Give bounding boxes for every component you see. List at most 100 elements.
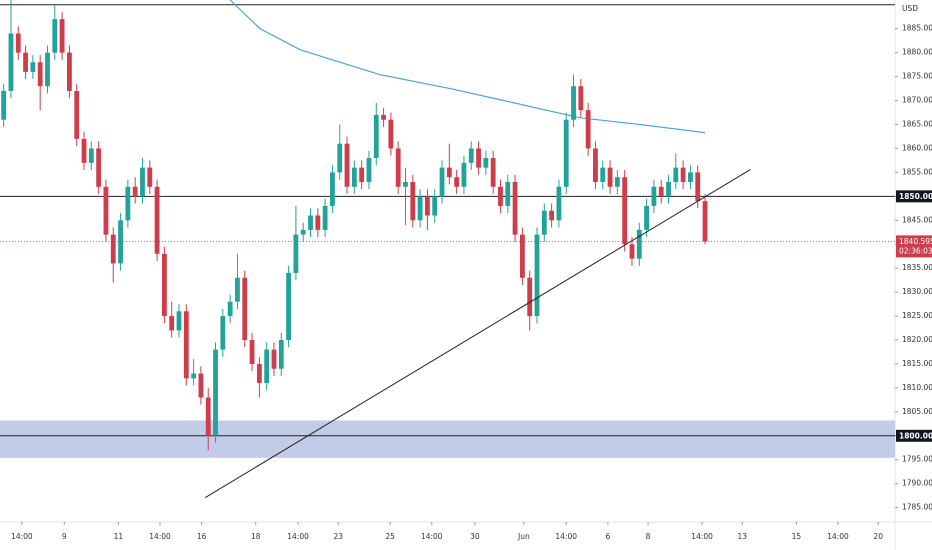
candle-body — [578, 86, 584, 111]
candle-body — [293, 234, 299, 273]
candle-body — [37, 62, 43, 87]
candle-body — [154, 186, 160, 254]
candle-body — [629, 244, 635, 259]
candle-body — [220, 316, 226, 350]
x-tick-label: 25 — [385, 532, 395, 541]
candle-body — [308, 215, 313, 230]
candle-body — [1, 90, 7, 120]
x-tick-label: Jun — [517, 532, 530, 541]
candle-body — [227, 301, 233, 317]
x-tick-label: 15 — [792, 532, 802, 541]
candle-body — [103, 186, 109, 235]
candle-body — [395, 148, 401, 187]
y-tick-label: 1880.000 — [902, 48, 932, 57]
candle-body — [271, 349, 277, 369]
candle-body — [600, 167, 606, 182]
candle-body — [622, 177, 628, 245]
moving-average — [229, 0, 706, 134]
candle-body — [702, 201, 708, 242]
candle-body — [125, 186, 131, 221]
level-label-box — [896, 190, 932, 203]
y-tick-label: 1855.000 — [902, 167, 932, 176]
last-price-box — [896, 235, 932, 258]
candle-body — [403, 181, 408, 187]
y-tick-label: 1810.000 — [902, 383, 932, 392]
y-tick-label: 1795.000 — [902, 455, 932, 464]
candle-body — [278, 340, 284, 369]
x-tick-label: 30 — [470, 532, 480, 541]
y-tick-label: 1820.000 — [902, 335, 932, 344]
candle-body — [468, 148, 474, 163]
candle-body — [673, 167, 679, 182]
candle-body — [666, 181, 671, 197]
candle-body — [249, 340, 255, 364]
candle-body — [140, 167, 145, 197]
candle-body — [527, 277, 533, 317]
y-tick-label: 1815.000 — [902, 359, 932, 368]
candle-body — [300, 229, 306, 235]
y-tick-label: 1805.000 — [902, 407, 932, 416]
candle-body — [446, 167, 452, 178]
candle-body — [337, 143, 343, 173]
candle-body — [688, 172, 693, 182]
candle-body — [381, 114, 386, 120]
candle-body — [256, 363, 262, 384]
candle-body — [183, 311, 189, 379]
x-tick-label: 14:00 — [149, 532, 171, 541]
candle-body — [8, 33, 14, 91]
candle-body — [541, 210, 547, 235]
candle-body — [66, 52, 72, 91]
candle-body — [614, 177, 620, 187]
y-tick-label: 1835.000 — [902, 263, 932, 272]
candle-body — [636, 229, 642, 259]
candle-body — [651, 186, 657, 206]
countdown-label: 02:36:03 — [899, 246, 932, 255]
candle-body — [476, 148, 481, 168]
candle-body — [359, 167, 365, 182]
candle-body — [213, 349, 218, 436]
candle-body — [417, 196, 423, 221]
candle-body — [454, 177, 460, 187]
candle-body — [461, 162, 467, 187]
candle-body — [695, 172, 701, 202]
x-tick-label: 14:00 — [827, 532, 849, 541]
y-tick-label: 1845.000 — [902, 215, 932, 224]
last-price-label: 1840.595 — [899, 237, 932, 246]
y-tick-label: 1790.000 — [902, 479, 932, 488]
candle-body — [593, 148, 598, 182]
y-tick-label: 1865.000 — [902, 120, 932, 129]
candle-body — [118, 220, 123, 264]
x-tick-label: 16 — [197, 532, 207, 541]
currency-label: USD — [902, 4, 918, 13]
candle-body — [286, 272, 292, 341]
x-tick-label: 14:00 — [555, 532, 577, 541]
y-tick-label: 1830.000 — [902, 287, 932, 296]
x-tick-label: 14:00 — [421, 532, 443, 541]
x-tick-label: 8 — [646, 532, 651, 541]
candle-body — [23, 52, 28, 72]
level-label: 1800.000 — [899, 431, 932, 440]
candle-body — [439, 167, 445, 197]
candle-body — [549, 210, 555, 221]
level-label: 1850.000 — [899, 192, 932, 201]
candle-body — [198, 373, 204, 398]
candle-body — [563, 119, 569, 187]
candle-body — [585, 110, 591, 149]
candle-body — [132, 186, 138, 197]
candle-body — [52, 19, 58, 53]
x-tick-label: 11 — [114, 532, 124, 541]
y-tick-label: 1885.000 — [902, 24, 932, 33]
candle-body — [110, 234, 116, 264]
x-tick-label: 14:00 — [11, 532, 33, 541]
x-tick-label: 20 — [873, 532, 883, 541]
candle-body — [147, 167, 153, 187]
candle-body — [644, 205, 650, 230]
x-tick-label: 13 — [738, 532, 748, 541]
candle-body — [498, 186, 503, 206]
candle-body — [607, 167, 613, 187]
support-zone — [0, 420, 895, 458]
x-tick-label: 14:00 — [287, 532, 309, 541]
y-tick-label: 1825.000 — [902, 311, 932, 320]
